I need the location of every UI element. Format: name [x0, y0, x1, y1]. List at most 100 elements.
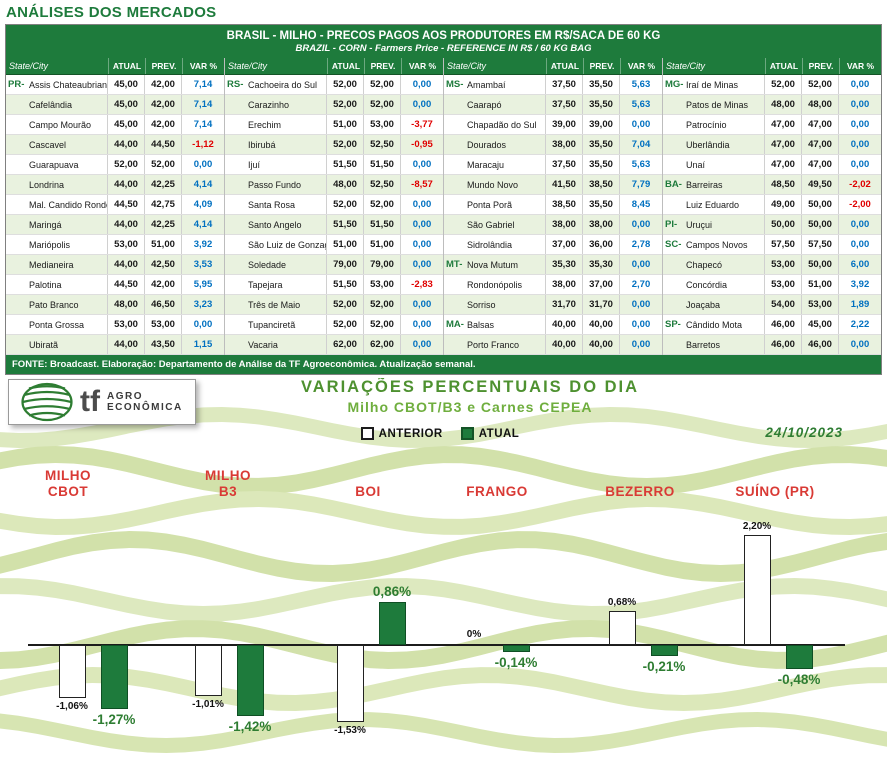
atual-value: 38,50 [546, 195, 583, 215]
atual-value: 52,00 [765, 75, 802, 95]
var-percent-value: 0,00 [412, 259, 432, 271]
prev-value: 42,00 [145, 275, 182, 295]
table-row: PI- Uruçui 50,00 50,00 0,00 [663, 215, 881, 236]
prev-value: 52,00 [364, 195, 401, 215]
city-name: Uberlândia [686, 135, 765, 155]
prev-value: 40,00 [583, 335, 620, 355]
atual-value: 44,50 [108, 195, 145, 215]
atual-value: 51,00 [327, 115, 364, 135]
table-row: Sorriso 31,70 31,70 0,00 [444, 295, 662, 316]
city-name: Maringá [29, 215, 108, 235]
table-row: Patrocínio 47,00 47,00 0,00 [663, 115, 881, 136]
city-name: Palotina [29, 275, 108, 295]
category-label-line: BEZERRO [605, 484, 675, 500]
atual-value: 45,00 [108, 115, 145, 135]
prev-value: 52,50 [364, 135, 401, 155]
prev-value: 51,50 [364, 155, 401, 175]
anterior-value-label: -1,06% [56, 701, 88, 713]
atual-value: 44,00 [108, 215, 145, 235]
category-label-line: MILHO [45, 468, 91, 484]
prev-value: 38,50 [583, 175, 620, 195]
table-row: Maringá 44,00 42,25 4,14 [6, 215, 224, 236]
table-row: Guarapuava 52,00 52,00 0,00 [6, 155, 224, 176]
var-percent-value: 0,00 [631, 119, 651, 131]
category-label: BOI [308, 484, 428, 500]
table-row: Mariópolis 53,00 51,00 3,92 [6, 235, 224, 256]
prev-value: 42,00 [145, 115, 182, 135]
city-name: Rondonópolis [467, 275, 546, 295]
city-name: Uruçui [686, 215, 765, 235]
table-row: Santo Angelo 51,50 51,50 0,00 [225, 215, 443, 236]
column-header: VAR % [839, 58, 881, 75]
anterior-bar [194, 645, 222, 696]
table-row: Barretos 46,00 46,00 0,00 [663, 335, 881, 356]
var-percent-value: 0,00 [850, 339, 870, 351]
anterior-bar [743, 535, 771, 646]
atual-bar [502, 645, 530, 653]
city-name: Vacaria [248, 335, 327, 355]
prev-value: 47,00 [802, 135, 839, 155]
state-prefix: MG- [665, 79, 684, 91]
table-row: Mundo Novo 41,50 38,50 7,79 [444, 175, 662, 196]
prev-value: 51,00 [145, 235, 182, 255]
anterior-bar [608, 611, 636, 646]
table-row: Tapejara 51,50 53,00 -2,83 [225, 275, 443, 296]
atual-value: 37,00 [546, 235, 583, 255]
x-axis-line [28, 644, 845, 647]
city-name: Barreiras [686, 175, 765, 195]
city-name: Joaçaba [686, 295, 765, 315]
city-name: Ponta Porã [467, 195, 546, 215]
legend-anterior: ANTERIOR [360, 427, 443, 441]
var-percent-value: -0,95 [411, 139, 433, 151]
atual-value: 47,00 [765, 155, 802, 175]
table-row: Patos de Minas 48,00 48,00 0,00 [663, 95, 881, 116]
city-name: Caarapó [467, 95, 546, 115]
city-name: Sidrolândia [467, 235, 546, 255]
var-percent-value: 0,00 [850, 219, 870, 231]
category-label-line: FRANGO [466, 484, 528, 500]
var-percent-value: 0,00 [412, 159, 432, 171]
table-row: Ibirubá 52,00 52,50 -0,95 [225, 135, 443, 156]
atual-value: 51,50 [327, 155, 364, 175]
table-row: MS- Amambaí 37,50 35,50 5,63 [444, 75, 662, 96]
plot-layer: MILHO CBOT MILHO B3 BOI FRANGO BEZERRO SUÍNO (P… [0, 378, 887, 776]
city-name: Mal. Candido Rondon [29, 195, 108, 215]
city-name: São Luiz de Gonzaga [248, 235, 327, 255]
table-row: MA- Balsas 40,00 40,00 0,00 [444, 315, 662, 336]
prev-value: 53,00 [364, 275, 401, 295]
table-row: Rondonópolis 38,00 37,00 2,70 [444, 275, 662, 296]
category-label: BEZERRO [580, 484, 700, 500]
var-percent-value: 7,14 [193, 79, 213, 91]
city-name: Ibirubá [248, 135, 327, 155]
var-percent-value: 1,15 [193, 339, 213, 351]
city-name: Ubiratã [29, 335, 108, 355]
city-name: Mundo Novo [467, 175, 546, 195]
anterior-value-label: 2,20% [742, 521, 772, 533]
atual-value: 45,00 [108, 95, 145, 115]
var-percent-value: 0,00 [412, 299, 432, 311]
var-percent-value: 4,14 [193, 219, 213, 231]
var-percent-value: 1,89 [850, 299, 870, 311]
atual-value: 39,00 [546, 115, 583, 135]
atual-value: 44,00 [108, 175, 145, 195]
table-group: State/City ATUAL PREV. VAR % RS- Cachoeira do… [225, 58, 444, 356]
var-percent-value: -8,57 [411, 179, 433, 191]
prev-value: 51,00 [802, 275, 839, 295]
table-groups: State/City ATUAL PREV. VAR % PR- Assis Chatea… [6, 58, 881, 356]
atual-value: 52,00 [327, 75, 364, 95]
table-row: RS- Cachoeira do Sul 52,00 52,00 0,00 [225, 75, 443, 96]
atual-value: 46,00 [765, 315, 802, 335]
table-row: Ubiratã 44,00 43,50 1,15 [6, 335, 224, 356]
atual-value: 37,50 [546, 155, 583, 175]
table-row: MG- Iraí de Minas 52,00 52,00 0,00 [663, 75, 881, 96]
category-label-line: SUÍNO (PR) [735, 484, 815, 500]
var-percent-value: 4,14 [193, 179, 213, 191]
prev-value: 42,25 [145, 175, 182, 195]
table-row: Londrina 44,00 42,25 4,14 [6, 175, 224, 196]
atual-value: 44,00 [108, 135, 145, 155]
city-name: Unaí [686, 155, 765, 175]
city-name: Tapejara [248, 275, 327, 295]
atual-value: 37,50 [546, 75, 583, 95]
atual-value: 50,00 [765, 215, 802, 235]
table-header-row: State/City ATUAL PREV. VAR % [6, 58, 224, 76]
